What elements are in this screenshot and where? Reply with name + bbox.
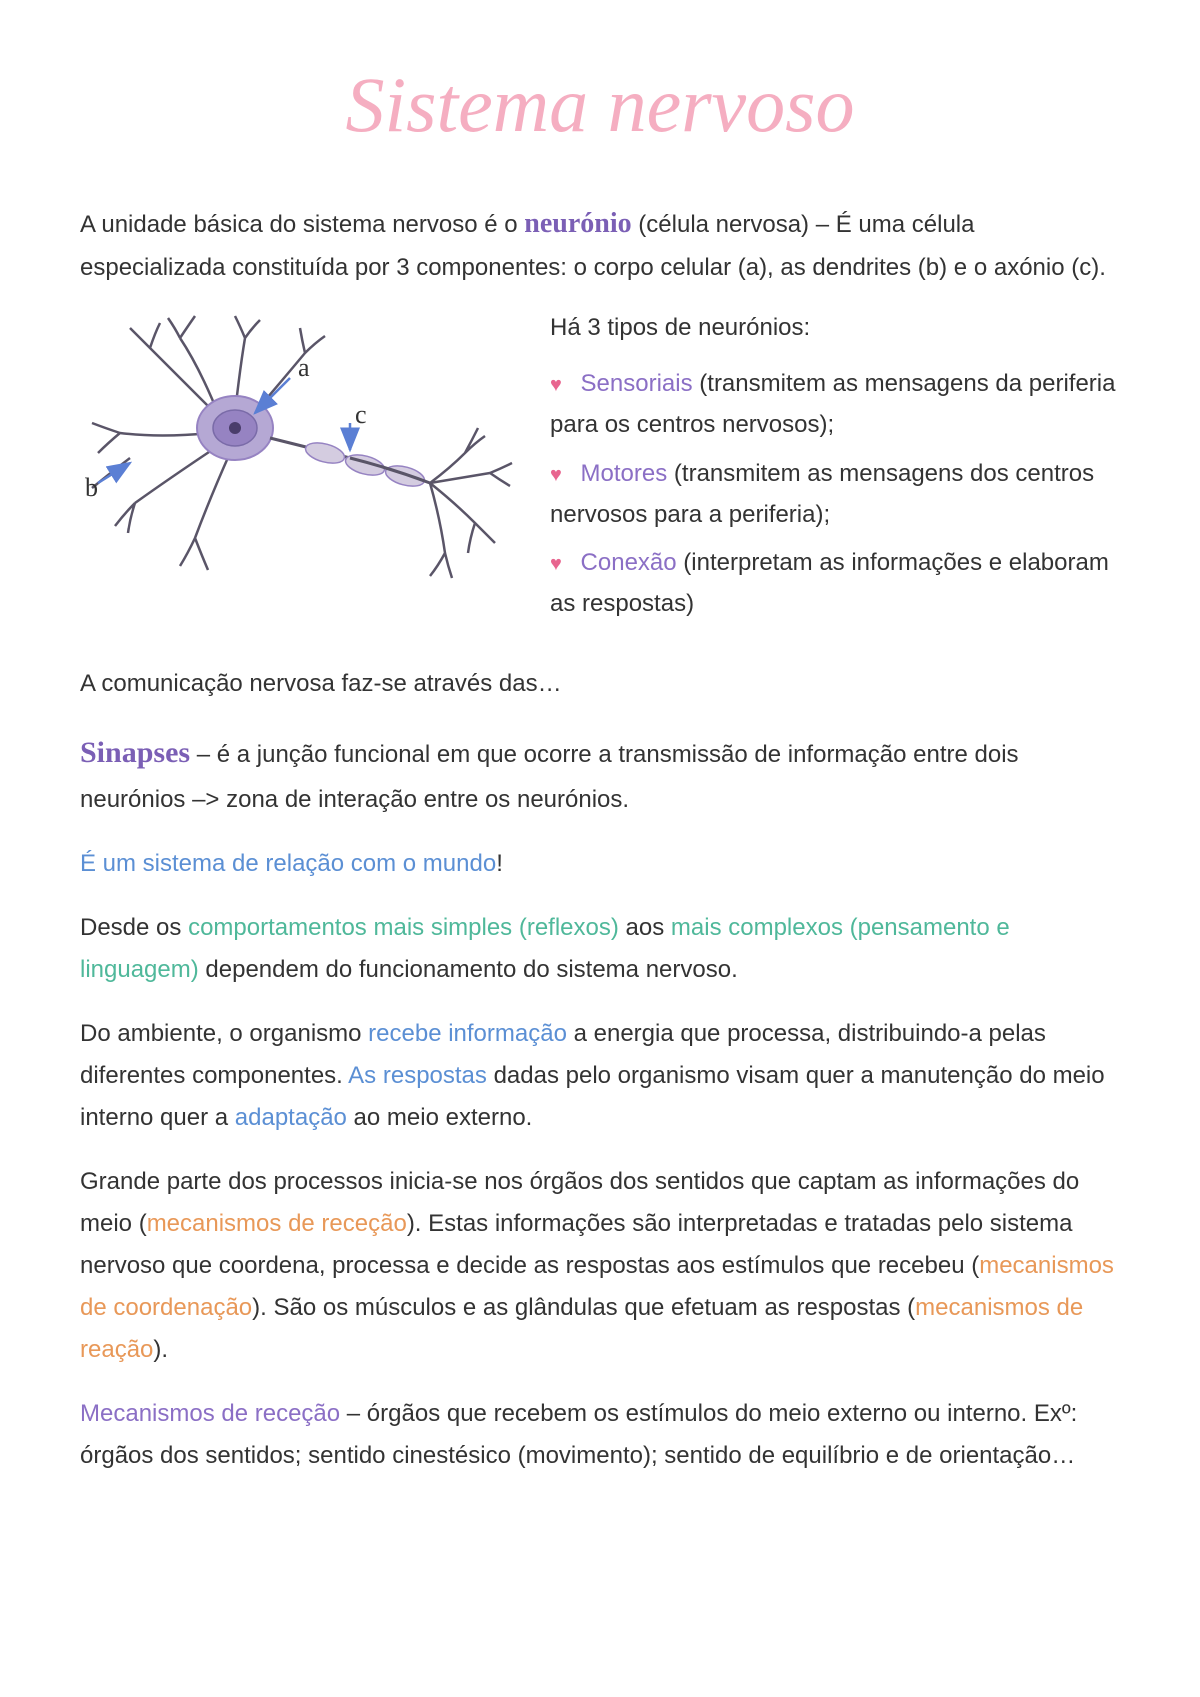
p2-highlight-2: As respostas (348, 1062, 487, 1089)
p4-highlight-1: Mecanismos de receção (80, 1400, 340, 1427)
neuron-type-term-1: Sensoriais (581, 370, 693, 397)
neuron-types-section: Há 3 tipos de neurónios: ♥ Sensoriais (t… (550, 308, 1120, 633)
neuronio-term: neurónio (524, 208, 631, 239)
neuron-svg: a b c (80, 308, 520, 598)
intro-text-1: A unidade básica do sistema nervoso é o (80, 211, 524, 238)
intro-paragraph: A unidade básica do sistema nervoso é o … (80, 200, 1120, 288)
p1-text-2: aos (619, 914, 671, 941)
relation-exclaim: ! (496, 850, 503, 877)
neuron-type-item-2: ♥ Motores (transmitem as mensagens dos c… (550, 454, 1120, 536)
label-a: a (298, 353, 310, 382)
sinapses-term: Sinapses (80, 736, 190, 769)
neuron-types-title: Há 3 tipos de neurónios: (550, 308, 1120, 349)
relation-statement: É um sistema de relação com o mundo! (80, 843, 1120, 885)
paragraph-behaviors: Desde os comportamentos mais simples (re… (80, 907, 1120, 991)
p1-highlight-1: comportamentos mais simples (reflexos) (188, 914, 619, 941)
heart-icon: ♥ (550, 464, 562, 486)
paragraph-environment: Do ambiente, o organismo recebe informaç… (80, 1013, 1120, 1139)
p3-text-4: ). (153, 1336, 168, 1363)
neuron-type-item-1: ♥ Sensoriais (transmitem as mensagens da… (550, 364, 1120, 446)
communication-intro: A comunicação nervosa faz-se através das… (80, 663, 1120, 705)
neuron-type-term-3: Conexão (581, 549, 677, 576)
neuron-content-row: a b c Há 3 tipos de neurónios: ♥ Sensori… (80, 308, 1120, 633)
neuron-diagram: a b c (80, 308, 520, 598)
heart-icon: ♥ (550, 374, 562, 396)
label-b: b (85, 473, 98, 502)
heart-icon: ♥ (550, 553, 562, 575)
p1-text-3: dependem do funcionamento do sistema ner… (199, 956, 738, 983)
p2-highlight-3: adaptação (235, 1104, 347, 1131)
sinapses-paragraph: Sinapses – é a junção funcional em que o… (80, 727, 1120, 822)
p2-highlight-1: recebe informação (368, 1020, 567, 1047)
p3-text-3: ). São os músculos e as glândulas que ef… (252, 1294, 915, 1321)
label-c: c (355, 400, 367, 429)
paragraph-reception: Mecanismos de receção – órgãos que receb… (80, 1393, 1120, 1477)
p1-text-1: Desde os (80, 914, 188, 941)
neuron-type-term-2: Motores (581, 460, 668, 487)
sinapses-desc: – é a junção funcional em que ocorre a t… (80, 741, 1019, 814)
relation-text: É um sistema de relação com o mundo (80, 850, 496, 877)
p2-text-4: ao meio externo. (347, 1104, 532, 1131)
page-title: Sistema nervoso (80, 60, 1120, 150)
neuron-type-item-3: ♥ Conexão (interpretam as informações e … (550, 543, 1120, 625)
p2-text-1: Do ambiente, o organismo (80, 1020, 368, 1047)
p3-highlight-1: mecanismos de receção (147, 1210, 407, 1237)
paragraph-mechanisms: Grande parte dos processos inicia-se nos… (80, 1161, 1120, 1371)
